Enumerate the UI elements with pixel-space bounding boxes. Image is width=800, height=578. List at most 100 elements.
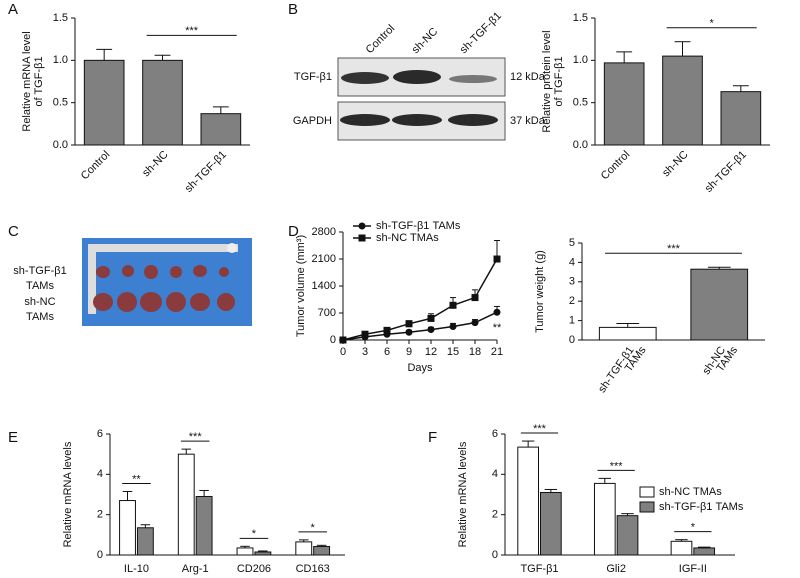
y-axis-label: of TGF-β1 bbox=[33, 56, 45, 106]
x-tick-label: Control bbox=[79, 149, 113, 183]
legend-swatch bbox=[639, 486, 655, 498]
marker bbox=[471, 319, 479, 327]
y-tick-label: 0 bbox=[330, 334, 336, 346]
band bbox=[393, 70, 441, 84]
x-tick-label: 9 bbox=[406, 346, 412, 358]
bar bbox=[670, 540, 693, 556]
significance-label: *** bbox=[610, 460, 624, 472]
x-tick-label: CD163 bbox=[296, 563, 330, 575]
bar bbox=[119, 500, 136, 556]
y-tick-label: 1400 bbox=[312, 280, 336, 292]
photo: sh-TGF-β1 TAMs sh-NC TAMs bbox=[13, 238, 252, 326]
legend-label: sh-TGF-β1 TAMs bbox=[376, 220, 461, 232]
significance-label: * bbox=[691, 522, 696, 534]
lane-label: Control bbox=[364, 23, 398, 57]
legend-label: sh-TGF-β1 TAMs bbox=[659, 501, 744, 513]
y-axis-label: Tumor weight (g) bbox=[534, 250, 546, 333]
x-tick-label: sh-NC bbox=[140, 149, 171, 180]
series-line bbox=[342, 311, 498, 341]
marker bbox=[493, 308, 501, 316]
y-tick-label: 1.5 bbox=[53, 12, 68, 24]
x-tick-label: Control bbox=[599, 149, 633, 183]
bar bbox=[177, 453, 195, 556]
x-tick-label: 0 bbox=[340, 346, 346, 358]
y-tick-label: 0 bbox=[97, 549, 103, 561]
band bbox=[340, 114, 390, 126]
bar bbox=[662, 55, 703, 146]
x-tick-label: 18 bbox=[469, 346, 481, 358]
photo-label: TAMs bbox=[26, 280, 54, 292]
y-tick-label: 4 bbox=[97, 468, 103, 480]
y-tick-label: 0 bbox=[492, 549, 498, 561]
x-tick-label: 15 bbox=[447, 346, 459, 358]
band-label: TGF-β1 bbox=[294, 71, 332, 83]
marker bbox=[339, 336, 347, 344]
blot: Control sh-NC sh-TGF-β1 TGF-β1 GAPDH 12 … bbox=[293, 10, 546, 141]
y-axis-label: of TGF-β1 bbox=[553, 56, 565, 106]
marker bbox=[427, 326, 435, 334]
photo-label: sh-TGF-β1 bbox=[13, 265, 66, 277]
y-tick-label: 2100 bbox=[312, 253, 336, 265]
y-tick-label: 2 bbox=[97, 509, 103, 521]
panel-letter: C bbox=[8, 223, 19, 240]
y-tick-label: 1.0 bbox=[53, 54, 68, 66]
x-tick-label: Gli2 bbox=[606, 563, 626, 575]
significance-label: *** bbox=[533, 423, 547, 435]
y-tick-label: 3 bbox=[569, 276, 575, 288]
panel-letter: A bbox=[8, 1, 18, 18]
x-tick-label: Arg-1 bbox=[182, 563, 209, 575]
ruler bbox=[88, 244, 96, 314]
x-axis-label: Days bbox=[407, 362, 433, 374]
x-tick-label: sh-TGF-β1 bbox=[183, 149, 229, 195]
significance-label: ** bbox=[132, 473, 141, 485]
x-tick-label: 6 bbox=[384, 346, 390, 358]
bar bbox=[136, 527, 154, 556]
y-tick-label: 0.5 bbox=[573, 97, 588, 109]
panel-letter: B bbox=[288, 1, 298, 18]
band bbox=[341, 72, 389, 84]
bar bbox=[720, 91, 762, 146]
bar bbox=[616, 515, 639, 556]
y-tick-label: 2 bbox=[492, 509, 498, 521]
y-axis-label: Relative protein level bbox=[541, 30, 553, 132]
legend-marker bbox=[358, 234, 366, 242]
legend-label: sh-NC TMAs bbox=[376, 232, 439, 244]
x-tick-label: 21 bbox=[491, 346, 503, 358]
y-tick-label: 1 bbox=[569, 315, 575, 327]
band-size: 12 kDa bbox=[510, 71, 546, 83]
y-tick-label: 1.0 bbox=[573, 54, 588, 66]
y-axis-label: Relative mRNA levels bbox=[457, 441, 469, 547]
significance-label: *** bbox=[667, 243, 681, 255]
bar bbox=[83, 59, 125, 146]
significance-label: *** bbox=[189, 431, 203, 443]
bar bbox=[603, 62, 645, 146]
photo-label: sh-NC bbox=[24, 296, 55, 308]
marker bbox=[383, 326, 391, 334]
bar bbox=[200, 113, 242, 146]
bar bbox=[593, 482, 616, 556]
y-axis-label: Relative mRNA levels bbox=[62, 441, 74, 547]
y-tick-label: 4 bbox=[569, 256, 575, 268]
bar bbox=[598, 326, 657, 341]
x-tick-label: sh-TGF-β1 bbox=[703, 149, 749, 195]
y-tick-label: 700 bbox=[318, 307, 336, 319]
marker bbox=[449, 301, 457, 309]
bar bbox=[693, 547, 716, 556]
legend-marker bbox=[358, 222, 366, 230]
marker bbox=[449, 323, 457, 330]
y-tick-label: 2 bbox=[569, 295, 575, 307]
bar bbox=[254, 551, 272, 556]
bar bbox=[690, 268, 749, 341]
y-tick-label: 0.0 bbox=[53, 139, 68, 151]
x-tick-label: 3 bbox=[362, 346, 368, 358]
band-size: 37 kDa bbox=[510, 115, 546, 127]
significance-label: * bbox=[311, 522, 316, 534]
y-tick-label: 6 bbox=[492, 428, 498, 440]
marker bbox=[405, 328, 413, 336]
bar bbox=[195, 496, 213, 556]
y-tick-label: 5 bbox=[569, 237, 575, 249]
band bbox=[448, 114, 498, 126]
significance-label: * bbox=[252, 528, 257, 540]
annotation: ** bbox=[493, 322, 502, 334]
